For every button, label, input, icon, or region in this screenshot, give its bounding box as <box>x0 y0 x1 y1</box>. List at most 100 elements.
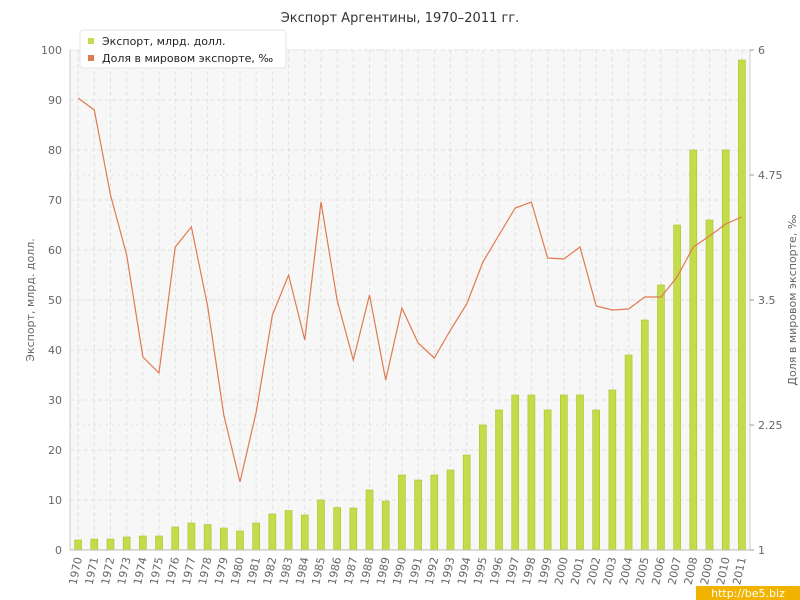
bar-2002 <box>592 409 600 551</box>
line-series <box>77 97 743 483</box>
x-tick-label: 1998 <box>520 556 539 586</box>
bar-1994 <box>462 454 471 551</box>
x-tick-label: 1976 <box>164 556 183 586</box>
x-tick-label: 2004 <box>617 556 636 586</box>
x-tick-label: 1991 <box>406 556 425 586</box>
y2-axis-title: Доля в мировом экспорте, ‰ <box>786 214 799 385</box>
bar-1980 <box>236 530 244 551</box>
y-tick-label: 100 <box>41 44 62 57</box>
y2-tick-label: 2.25 <box>758 419 783 432</box>
y-tick-label: 50 <box>48 294 62 307</box>
bar-1997 <box>511 394 520 551</box>
x-tick-label: 1974 <box>131 556 150 586</box>
bar-2010 <box>721 149 730 551</box>
x-tick-label: 1978 <box>196 556 215 586</box>
x-tick-label: 1990 <box>390 556 409 586</box>
x-tick-label: 1993 <box>439 556 458 586</box>
x-tick-label: 2010 <box>714 556 733 586</box>
x-tick-label: 1977 <box>180 556 199 586</box>
bar-1973 <box>122 536 131 551</box>
legend: Экспорт, млрд. долл. Доля в мировом эксп… <box>79 29 287 69</box>
y2-tick-label: 1 <box>758 544 765 557</box>
bar-1970 <box>74 539 82 551</box>
x-tick-label: 1987 <box>342 556 361 586</box>
x-tick-label: 1982 <box>261 556 280 586</box>
bar-1993 <box>446 469 455 551</box>
watermark[interactable]: http://be5.biz <box>696 586 800 600</box>
x-tick-label: 2000 <box>552 556 571 586</box>
x-tick-label: 2006 <box>649 556 668 586</box>
x-tick-label: 1971 <box>83 556 102 586</box>
x-tick-label: 2007 <box>666 556 685 586</box>
x-tick-label: 2009 <box>698 556 717 586</box>
x-tick-label: 1979 <box>212 556 231 586</box>
bar-2001 <box>576 394 584 551</box>
x-tick-label: 2011 <box>730 556 749 586</box>
x-tick-label: 1989 <box>374 556 393 586</box>
bar-1978 <box>203 524 212 551</box>
bar-1986 <box>333 507 341 551</box>
bar-1992 <box>430 474 439 551</box>
y-tick-label: 30 <box>48 394 62 407</box>
x-tick-label: 1980 <box>228 556 247 586</box>
x-tick-label: 1992 <box>423 556 442 586</box>
legend-label-share: Доля в мировом экспорте, ‰ <box>102 52 273 65</box>
x-tick-label: 2002 <box>585 556 604 586</box>
x-tick-label: 1995 <box>471 556 490 586</box>
x-tick-label: 1984 <box>293 556 312 586</box>
x-tick-label: 1986 <box>326 556 345 586</box>
bar-1985 <box>317 499 325 551</box>
y-tick-label: 40 <box>48 344 62 357</box>
watermark-link[interactable]: http://be5.biz <box>711 587 785 600</box>
x-tick-label: 1985 <box>309 556 328 586</box>
bar-1982 <box>268 513 277 551</box>
x-tick-label: 1983 <box>277 556 296 586</box>
bar-series <box>74 59 746 551</box>
x-tick-label: 1973 <box>115 556 134 586</box>
bar-1984 <box>300 514 309 551</box>
bar-1988 <box>365 489 374 551</box>
y-tick-label: 70 <box>48 194 62 207</box>
legend-box <box>79 29 287 69</box>
x-axis-ticks: 1970197119721973197419751976197719781979… <box>66 556 748 586</box>
y-tick-label: 90 <box>48 94 62 107</box>
bar-1981 <box>252 522 260 551</box>
y-tick-label: 80 <box>48 144 62 157</box>
x-tick-label: 1975 <box>147 556 166 586</box>
x-tick-label: 2001 <box>568 556 587 586</box>
y-axis-ticks: 0 10 20 30 40 50 60 70 80 90 100 <box>41 44 62 557</box>
y2-tick-label: 3.5 <box>758 294 776 307</box>
bar-1971 <box>90 538 99 551</box>
y-axis-title: Экспорт, млрд. долл. <box>24 238 37 361</box>
watermark-badge <box>696 586 800 600</box>
y2-tick-label: 6 <box>758 44 765 57</box>
bar-1977 <box>187 522 196 551</box>
legend-label-export: Экспорт, млрд. долл. <box>102 35 225 48</box>
bar-1974 <box>139 535 147 551</box>
chart-title: Экспорт Аргентины, 1970–2011 гг. <box>281 11 520 26</box>
x-tick-label: 1970 <box>66 556 85 586</box>
y-tick-label: 20 <box>48 444 62 457</box>
bar-1989 <box>381 500 390 551</box>
bar-1987 <box>349 507 358 551</box>
y-tick-label: 10 <box>48 494 62 507</box>
x-tick-label: 1997 <box>504 556 523 586</box>
bar-2004 <box>624 354 633 551</box>
x-tick-label: 1972 <box>99 556 118 586</box>
x-tick-label: 1981 <box>245 556 264 586</box>
bar-1990 <box>398 474 406 551</box>
x-tick-label: 1988 <box>358 556 377 586</box>
y2-axis-ticks: 1 2.25 3.5 4.75 6 <box>750 44 783 557</box>
y2-tick-label: 4.75 <box>758 169 783 182</box>
y-tick-label: 60 <box>48 244 62 257</box>
bar-1972 <box>106 538 115 551</box>
bar-2008 <box>689 149 698 551</box>
x-tick-label: 1999 <box>536 556 555 586</box>
bar-1979 <box>220 527 228 551</box>
x-tick-label: 2005 <box>633 556 652 586</box>
bar-1991 <box>414 479 422 551</box>
bar-1999 <box>543 409 552 551</box>
bar-1983 <box>284 510 293 551</box>
bar-1975 <box>155 535 163 551</box>
